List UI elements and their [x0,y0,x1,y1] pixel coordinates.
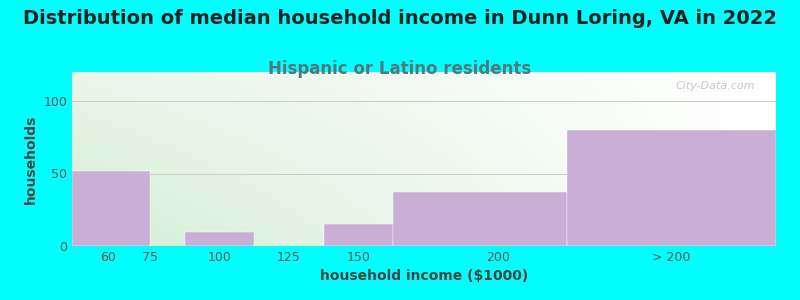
Bar [567,130,776,246]
Text: Hispanic or Latino residents: Hispanic or Latino residents [268,60,532,78]
Bar [72,171,150,246]
Bar [394,192,567,246]
Bar [324,224,394,246]
Text: Distribution of median household income in Dunn Loring, VA in 2022: Distribution of median household income … [23,9,777,28]
X-axis label: household income ($1000): household income ($1000) [320,269,528,284]
Bar [185,232,254,246]
Y-axis label: households: households [24,114,38,204]
Text: City-Data.com: City-Data.com [675,81,755,91]
